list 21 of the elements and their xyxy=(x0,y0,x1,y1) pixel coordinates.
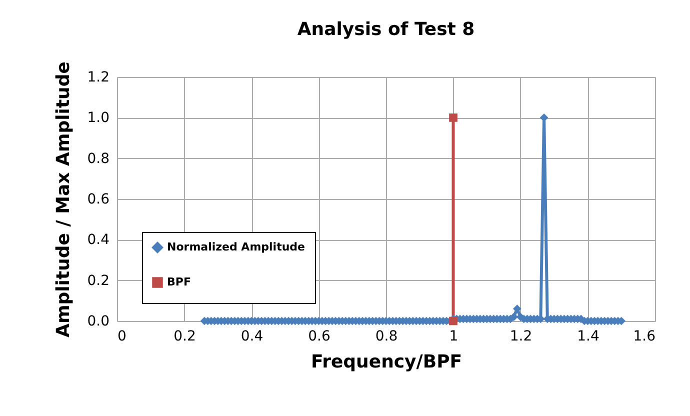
x-tick-label: 1.6 xyxy=(633,328,656,344)
y-tick-label: 1.0 xyxy=(87,110,110,126)
x-tick-label: 1.4 xyxy=(577,328,600,344)
y-tick-label: 0.6 xyxy=(87,192,110,208)
y-tick-label: 0.8 xyxy=(87,150,110,167)
y-axis-title: Amplitude / Max Amplitude xyxy=(53,62,74,338)
x-tick-label: 1.2 xyxy=(510,328,532,344)
y-tick-label: 1.2 xyxy=(87,70,110,86)
x-axis-title: Frequency/BPF xyxy=(310,352,462,372)
y-tick-label: 0.2 xyxy=(87,272,110,289)
legend-label: BPF xyxy=(167,276,191,288)
y-tick-label: 0.0 xyxy=(87,314,110,330)
x-tick-label: 0 xyxy=(118,328,126,344)
x-tick-label: 0.2 xyxy=(174,328,196,344)
x-tick-label: 0.4 xyxy=(240,328,264,344)
chart-title: Analysis of Test 8 xyxy=(297,19,475,40)
x-tick-label: 0.6 xyxy=(308,328,330,344)
legend-label: Normalized Amplitude xyxy=(167,240,305,254)
y-tick-label: 0.4 xyxy=(87,232,110,248)
x-tick-label: 0.8 xyxy=(375,328,398,344)
x-tick-label: 1 xyxy=(449,328,458,344)
